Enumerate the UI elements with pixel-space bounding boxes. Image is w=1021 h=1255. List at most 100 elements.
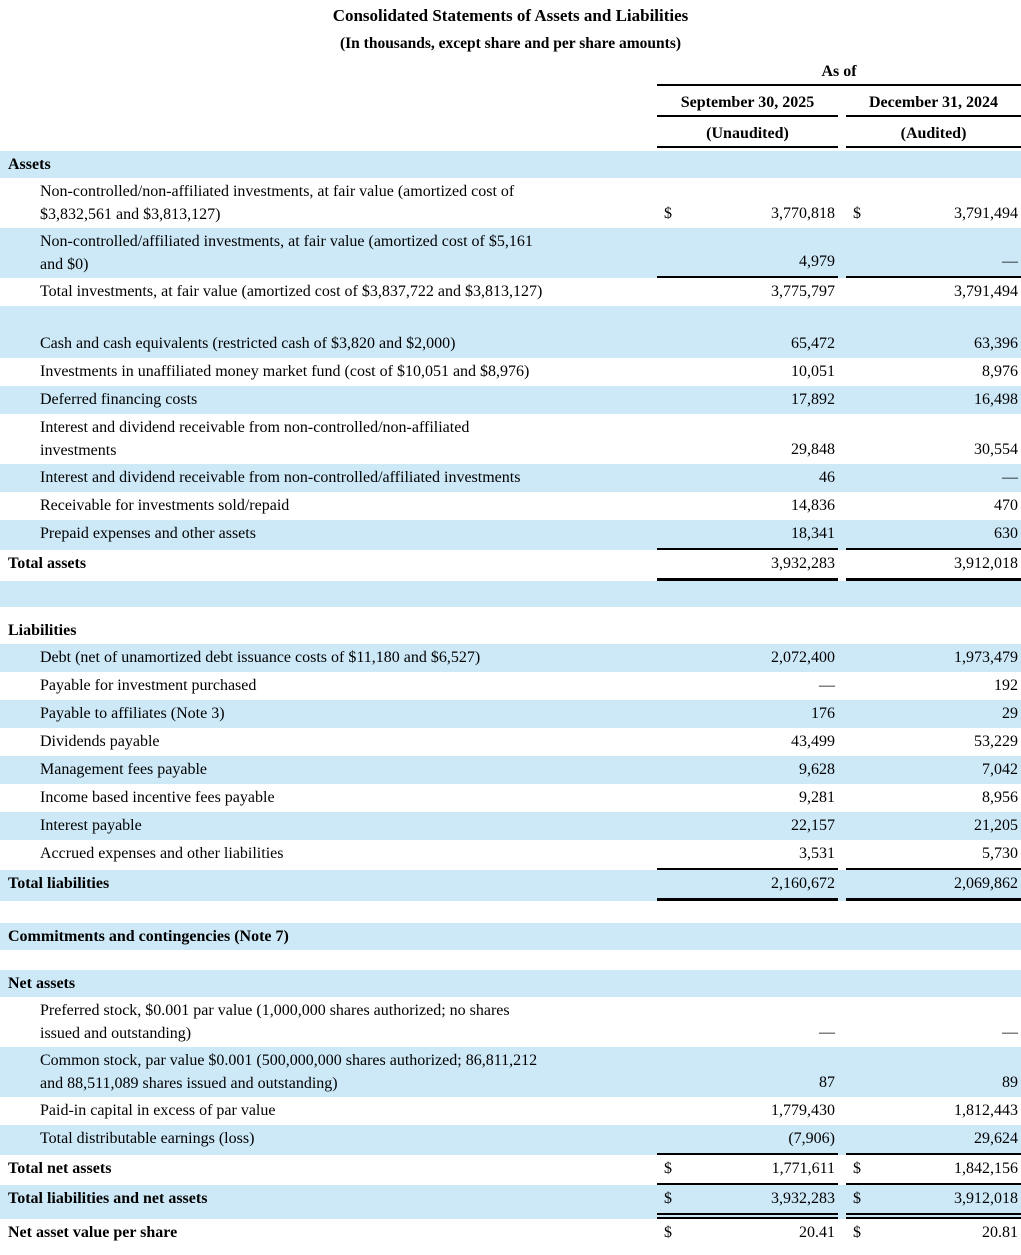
column-gap <box>838 492 846 520</box>
column-gap <box>838 117 846 148</box>
value-col1: — <box>657 672 838 700</box>
value-col2: 192 <box>846 672 1021 700</box>
column-gap <box>838 970 846 997</box>
amount: 8,956 <box>982 789 1018 806</box>
row-label-line: Interest and dividend receivable from no… <box>40 469 521 486</box>
currency-symbol: $ <box>664 1190 672 1207</box>
value-col2: — <box>846 228 1021 278</box>
value-col1: $3,932,283 <box>657 1185 838 1219</box>
value-col1: 3,775,797 <box>657 278 838 306</box>
label-column-spacer <box>0 86 657 117</box>
amount: 9,628 <box>799 761 835 778</box>
row-label-line: Prepaid expenses and other assets <box>40 525 256 542</box>
amount: 46 <box>819 469 835 486</box>
row-label: Total investments, at fair value (amorti… <box>0 278 657 306</box>
amount: 7,042 <box>982 761 1018 778</box>
row-label-line: Non-controlled/non-affiliated investment… <box>40 183 515 200</box>
row-label-line: Accrued expenses and other liabilities <box>40 845 284 862</box>
row-label-line: investments <box>40 442 117 459</box>
row-label-line: Management fees payable <box>40 761 208 778</box>
amount: 3,791,494 <box>954 283 1018 300</box>
column-gap <box>838 278 846 306</box>
value-col1: 46 <box>657 464 838 492</box>
value-col2 <box>846 923 1021 950</box>
amount: 5,730 <box>982 845 1018 862</box>
value-col2: — <box>846 997 1021 1047</box>
column-gap <box>838 617 846 644</box>
value-col1: 10,051 <box>657 358 838 386</box>
table-row: Investments in unaffiliated money market… <box>0 358 1021 386</box>
value-col1: $1,771,611 <box>657 1155 838 1185</box>
amount: 10,051 <box>791 363 835 380</box>
column-gap <box>838 923 846 950</box>
statement-table: Assets Non-controlled/non-affiliated inve… <box>0 151 1021 1247</box>
table-row: Accrued expenses and other liabilities 3,… <box>0 840 1021 870</box>
value-col2 <box>846 617 1021 644</box>
column-gap <box>838 840 846 870</box>
table-row: Total assets 3,932,283 3,912,018 <box>0 550 1021 581</box>
table-row: Income based incentive fees payable 9,281… <box>0 784 1021 812</box>
amount: — <box>819 677 835 694</box>
amount: — <box>819 1024 835 1041</box>
column-header-status-col2: (Audited) <box>846 122 1021 148</box>
amount: 3,770,818 <box>771 205 835 222</box>
amount: 630 <box>994 525 1018 542</box>
row-label: Payable to affiliates (Note 3) <box>0 700 657 728</box>
value-col1: 18,341 <box>657 520 838 550</box>
value-col2: $3,912,018 <box>846 1185 1021 1219</box>
page-title: Consolidated Statements of Assets and Li… <box>332 6 689 25</box>
row-label: Accrued expenses and other liabilities <box>0 840 657 870</box>
currency-symbol: $ <box>853 205 861 222</box>
value-col1: $20.41 <box>657 1219 838 1247</box>
value-col2: $20.81 <box>846 1219 1021 1247</box>
row-label-line: Preferred stock, $0.001 par value (1,000… <box>40 1002 510 1019</box>
column-gap <box>838 414 846 464</box>
value-col2: 3,791,494 <box>846 278 1021 306</box>
row-label-line: Net asset value per share <box>8 1224 178 1241</box>
row-label-line: Deferred financing costs <box>40 391 198 408</box>
date-header-row: September 30, 2025 December 31, 2024 <box>0 86 1021 117</box>
amount: 2,072,400 <box>771 649 835 666</box>
amount: — <box>1002 469 1018 486</box>
row-label: Total liabilities and net assets <box>0 1185 657 1219</box>
table-row: Management fees payable 9,628 7,042 <box>0 756 1021 784</box>
label-column-spacer <box>0 117 657 148</box>
row-label-line: Income based incentive fees payable <box>40 789 275 806</box>
value-col1: — <box>657 997 838 1047</box>
table-row: Interest payable 22,157 21,205 <box>0 812 1021 840</box>
table-row: Paid-in capital in excess of par value 1,… <box>0 1097 1021 1125</box>
spacer-row <box>0 581 1021 607</box>
amount: — <box>1002 1024 1018 1041</box>
value-col1: 176 <box>657 700 838 728</box>
value-col1: 14,836 <box>657 492 838 520</box>
row-label-line: Total liabilities <box>8 875 110 892</box>
row-label: Interest and dividend receivable from no… <box>0 414 657 464</box>
status-header-row: (Unaudited) (Audited) <box>0 117 1021 148</box>
row-label: Total liabilities <box>0 870 657 901</box>
value-col1 <box>657 970 838 997</box>
amount: 1,779,430 <box>771 1102 835 1119</box>
row-label: Payable for investment purchased <box>0 672 657 700</box>
value-col2: 3,912,018 <box>846 550 1021 581</box>
row-label: Prepaid expenses and other assets <box>0 520 657 550</box>
table-row: Preferred stock, $0.001 par value (1,000… <box>0 997 1021 1047</box>
column-gap <box>838 870 846 901</box>
spacer-row <box>0 306 1021 330</box>
column-header-date-col2: December 31, 2024 <box>846 91 1021 117</box>
column-header-status-col1: (Unaudited) <box>657 122 838 148</box>
table-row: Net assets <box>0 970 1021 997</box>
column-gap <box>838 1155 846 1185</box>
column-gap <box>838 151 846 178</box>
amount: 9,281 <box>799 789 835 806</box>
amount: 1,842,156 <box>954 1160 1018 1177</box>
value-col1: $3,770,818 <box>657 178 838 228</box>
row-label: Debt (net of unamortized debt issuance c… <box>0 644 657 672</box>
column-gap <box>838 812 846 840</box>
row-label-line: Non-controlled/affiliated investments, a… <box>40 233 533 250</box>
column-gap <box>838 1047 846 1097</box>
row-label-line: Investments in unaffiliated money market… <box>40 363 530 380</box>
value-col2: 89 <box>846 1047 1021 1097</box>
table-row: Prepaid expenses and other assets 18,341 6… <box>0 520 1021 550</box>
amount: 63,396 <box>974 335 1018 352</box>
